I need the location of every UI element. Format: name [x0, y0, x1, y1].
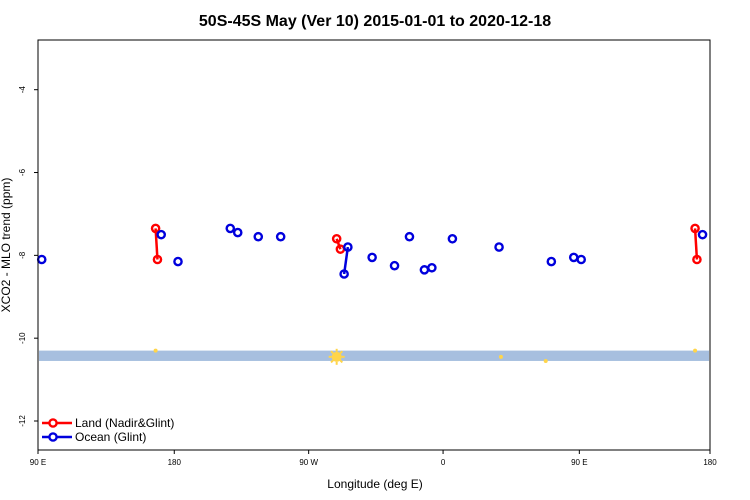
y-axis-ticks: -4 -6 -8 -10 -12: [18, 86, 38, 427]
x-tick-label: 180: [703, 458, 717, 467]
x-axis-label: Longitude (deg E): [327, 477, 422, 491]
x-tick-label: 90 E: [30, 458, 46, 467]
ocean-point: [232, 227, 243, 238]
ocean-point: [697, 229, 708, 240]
ocean-point: [173, 256, 183, 267]
ocean-point: [156, 229, 166, 240]
ocean-point: [447, 233, 458, 244]
ocean-point: [225, 223, 236, 234]
legend-label: Ocean (Glint): [75, 430, 146, 444]
series-points: [36, 223, 708, 279]
legend-marker: [48, 418, 58, 428]
land-segment: [693, 228, 699, 260]
x-axis-ticks: 90 E 180 90 W 0 90 E 180: [30, 450, 717, 467]
land-point: [152, 254, 163, 265]
land-point: [150, 223, 161, 234]
x-tick-label: 90 W: [299, 458, 318, 467]
sun-markers: [153, 348, 698, 365]
ocean-point: [253, 231, 264, 242]
ocean-point: [494, 242, 504, 252]
ocean-point: [275, 231, 286, 242]
ocean-point: [419, 265, 430, 275]
ocean-point: [367, 252, 377, 263]
sun-marker: [498, 354, 503, 359]
legend: Land (Nadir&Glint)Ocean (Glint): [42, 416, 174, 444]
sun-marker: [328, 348, 345, 365]
sun-marker-ray: [339, 350, 344, 354]
data-band: [39, 350, 709, 361]
legend-marker: [48, 432, 58, 442]
land-segment: [154, 228, 159, 260]
sun-marker-core: [693, 348, 698, 353]
land-point: [690, 223, 700, 234]
band-rect: [39, 350, 709, 361]
ocean-point: [576, 254, 587, 265]
legend-entry-ocean: Ocean (Glint): [42, 430, 146, 444]
ocean-point: [36, 254, 47, 265]
sun-marker: [153, 348, 158, 353]
plot-frame: [37, 39, 711, 451]
land-segment: [335, 238, 342, 250]
legend-entry-land: Land (Nadir&Glint): [42, 416, 174, 430]
ocean-point: [427, 262, 437, 273]
x-tick-label: 180: [168, 458, 182, 467]
ocean-point: [568, 252, 579, 263]
x-tick-label: 90 E: [571, 458, 587, 467]
ocean-point: [339, 269, 349, 279]
sun-marker: [693, 348, 698, 353]
land-point: [331, 233, 342, 244]
sun-marker-core: [543, 358, 548, 363]
legend-label: Land (Nadir&Glint): [75, 416, 174, 430]
sun-marker-ray: [330, 350, 334, 354]
ocean-point: [389, 260, 400, 271]
y-tick-label: -4: [18, 86, 27, 94]
chart-title: 50S-45S May (Ver 10) 2015-01-01 to 2020-…: [199, 13, 551, 30]
sun-marker-core: [498, 354, 503, 359]
y-tick-label: -10: [18, 332, 27, 344]
sun-marker-core: [331, 351, 342, 362]
sun-marker-ray: [330, 359, 334, 364]
sun-marker-ray: [339, 359, 344, 364]
ocean-point: [343, 242, 353, 252]
ocean-point: [404, 231, 415, 242]
ocean-point: [546, 256, 557, 267]
x-tick-label: 0: [441, 458, 446, 467]
y-tick-label: -8: [18, 251, 27, 259]
sun-marker-core: [153, 348, 158, 353]
y-axis-label: XCO2 - MLO trend (ppm): [0, 178, 13, 313]
y-tick-label: -12: [18, 415, 27, 427]
sun-marker: [543, 358, 548, 363]
land-point: [692, 254, 702, 265]
y-tick-label: -6: [18, 168, 27, 176]
